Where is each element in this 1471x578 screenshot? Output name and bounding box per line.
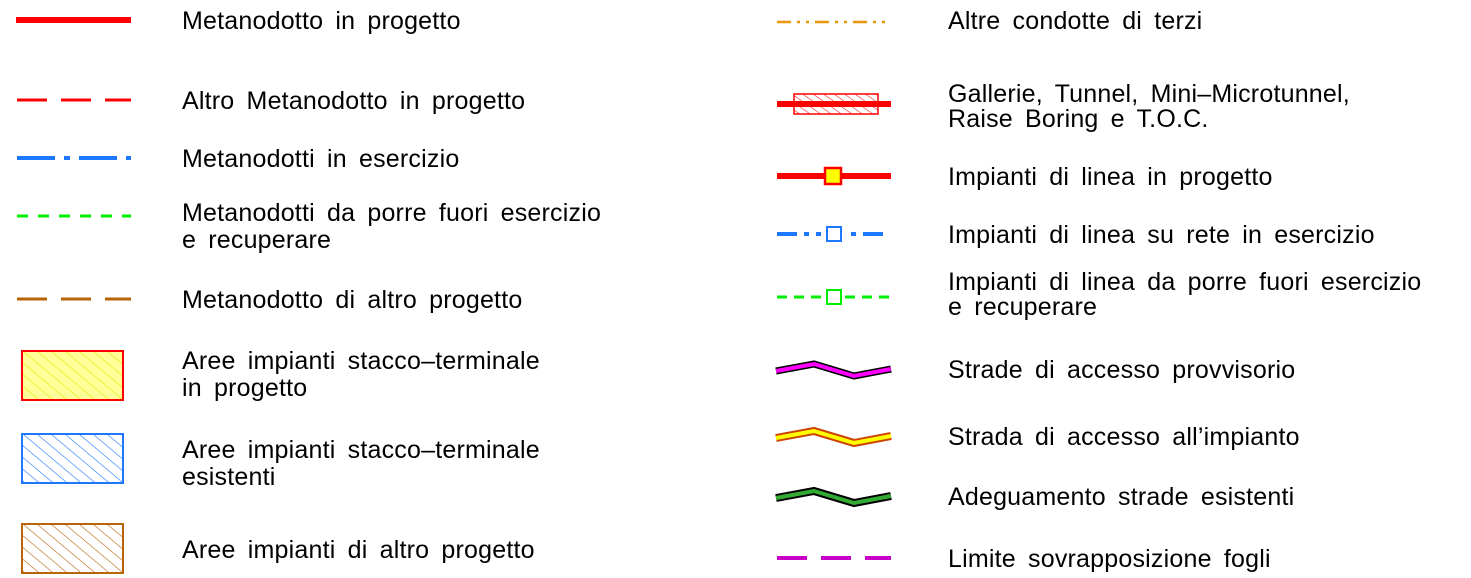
legend-label-altro-metanodotto: Altro Metanodotto in progetto — [182, 87, 526, 115]
brown-hatched-area-icon — [21, 523, 124, 574]
dash-dot-orange-line-icon — [777, 20, 891, 24]
green-line-with-node-icon — [777, 289, 891, 305]
legend-label-gallerie-tunnel: Gallerie, Tunnel, Mini–Microtunnel, Rais… — [948, 80, 1350, 133]
blue-line-with-node-icon — [777, 226, 891, 242]
legend-label-altre-condotte: Altre condotte di terzi — [948, 7, 1203, 35]
dashed-green-line-icon — [17, 214, 131, 218]
green-road-icon — [775, 486, 892, 508]
legend-label-aree-altro-progetto: Aree impianti di altro progetto — [182, 536, 535, 564]
legend-label-adeguamento-strade: Adeguamento strade esistenti — [948, 483, 1295, 511]
legend-label-limite-fogli: Limite sovrapposizione fogli — [948, 545, 1271, 573]
red-line-with-yellow-node-icon — [777, 166, 891, 186]
solid-red-line-icon — [16, 17, 131, 23]
magenta-dashed-line-icon — [777, 556, 891, 560]
legend-label-aree-progetto: Aree impianti stacco–terminale in proget… — [182, 347, 540, 402]
yellow-road-icon — [775, 426, 892, 448]
tunnel-hatched-line-icon — [777, 93, 891, 115]
legend-label-aree-esistenti: Aree impianti stacco–terminale esistenti — [182, 436, 540, 491]
dash-dot-blue-line-icon — [17, 156, 131, 160]
legend-label-strade-provvisorio: Strade di accesso provvisorio — [948, 356, 1296, 384]
legend-label-impianti-fuori-esercizio: Impianti di linea da porre fuori eserciz… — [948, 268, 1422, 321]
legend-label-metanodotto-progetto: Metanodotto in progetto — [182, 7, 461, 35]
dashed-brown-line-icon — [17, 297, 131, 301]
legend-label-metanodotti-esercizio: Metanodotti in esercizio — [182, 145, 460, 173]
legend-label-impianti-progetto: Impianti di linea in progetto — [948, 163, 1273, 191]
legend-label-strada-impianto: Strada di accesso all’impianto — [948, 423, 1300, 451]
magenta-road-icon — [775, 360, 892, 380]
blue-hatched-area-icon — [21, 433, 124, 484]
yellow-hatched-area-icon — [21, 350, 124, 401]
legend-label-impianti-esercizio: Impianti di linea su rete in esercizio — [948, 221, 1375, 249]
legend-label-metanodotti-fuori-esercizio: Metanodotti da porre fuori esercizio e r… — [182, 199, 602, 254]
dashed-red-line-icon — [17, 98, 131, 102]
legend-label-metanodotto-altro-progetto: Metanodotto di altro progetto — [182, 286, 523, 314]
